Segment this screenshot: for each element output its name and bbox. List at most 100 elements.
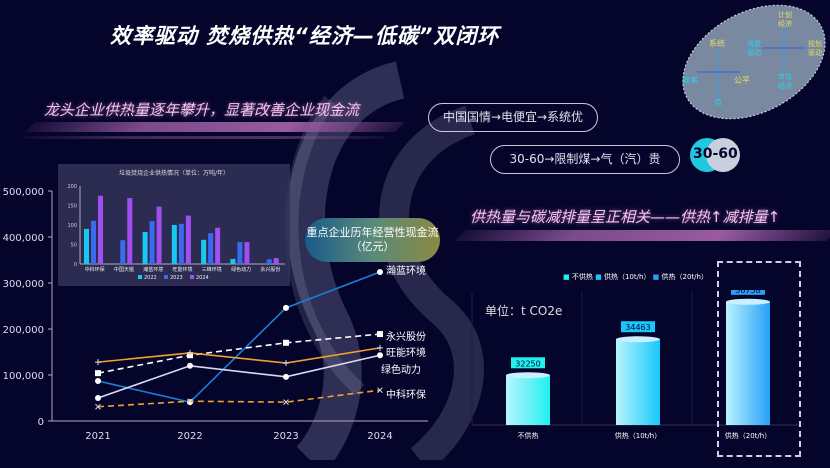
series-label: 中科环保 (386, 388, 426, 401)
series-label: 绿色动力 (381, 363, 421, 376)
heading-band (22, 136, 386, 139)
inset-bar (230, 258, 236, 264)
x-tick-label: 2022 (177, 431, 202, 442)
data-point (187, 349, 193, 356)
y-tick-label: 300,000 (3, 279, 44, 290)
series-label: 永兴股份 (386, 330, 426, 343)
heat-supply-inset: 垃圾焚烧企业供热情况（单位：万吨/年） 0 50 100 150 200 中科环保 中国天楹… (58, 164, 290, 286)
series-line-中科环保 (97, 389, 381, 408)
cylinder-top (506, 372, 550, 379)
inset-y-tick: 200 (67, 184, 77, 190)
inset-bar (178, 223, 184, 264)
inset-bar (201, 239, 207, 264)
inset-x-label: 永兴股份 (260, 266, 280, 273)
carbon-cylinder-chart: 32250 不供热 34463 供热（10t/h） 36758 供热（20t/h） (471, 290, 800, 440)
data-point (283, 304, 289, 311)
page-title: 效率驱动 焚烧供热“经济—低碳”双闭环 (110, 24, 500, 48)
data-point (95, 377, 101, 384)
series-line-绿色动力 (97, 354, 381, 399)
series-line-永兴股份 (97, 333, 381, 374)
category-label: 不供热 (518, 431, 539, 440)
inset-x-label: 瀚蓝环境 (143, 266, 163, 273)
inset-x-label: 旺能环境 (172, 266, 192, 273)
series-label: 旺能环境 (386, 346, 426, 359)
inset-bar (244, 242, 250, 264)
data-point (95, 370, 101, 377)
inset-legend-swatch (138, 275, 142, 279)
category-label: 供热（20t/h） (725, 431, 771, 440)
value-label: 32250 (515, 359, 540, 368)
data-point (283, 339, 289, 346)
series-line-瀚蓝环境 (97, 271, 381, 404)
y-tick-label: 100,000 (3, 371, 44, 382)
y-tick-label: 400,000 (3, 233, 44, 244)
inset-bar (273, 258, 279, 264)
inset-bar (208, 233, 214, 264)
data-point (95, 403, 101, 410)
series-label: 瀚蓝环境 (386, 264, 426, 277)
inset-bar (84, 228, 89, 264)
inset-bar (120, 240, 126, 264)
economy-diagram (682, 4, 826, 120)
inset-title: 垃圾焚烧企业供热情况（单位：万吨/年） (118, 170, 230, 177)
x-tick-label: 2023 (273, 431, 298, 442)
value-badge (511, 357, 545, 369)
section-heading-right: 供热量与碳减排量呈正相关——供热↑减排量↑ (470, 208, 781, 226)
inset-bar (171, 225, 177, 264)
data-point (377, 344, 383, 351)
cylinder-bar (616, 339, 660, 425)
diagram-label: 计划经济 (778, 11, 792, 28)
value-label: 34463 (625, 323, 650, 332)
legend-item: 供热（20t/h） (661, 273, 708, 281)
value-label: 36758 (735, 290, 760, 295)
y-tick-label: 500,000 (3, 187, 44, 198)
legend-item: 不供热 (571, 273, 593, 281)
inset-bar (149, 221, 155, 264)
diagram-label: 市场经济 (778, 73, 792, 90)
diagram-label: 效率 (682, 76, 698, 85)
pill-china-condition: 中国国情→电便宜→系统优 (428, 103, 598, 132)
y-tick-label: 200,000 (3, 325, 44, 336)
data-point (377, 352, 383, 359)
x-tick-label: 2024 (367, 431, 392, 442)
category-label: 供热（10t/h） (615, 431, 661, 440)
data-point (377, 387, 383, 394)
data-point (187, 398, 193, 405)
diagram-label: 规划驱动 (808, 40, 822, 57)
badge-30-60: 30-60 (690, 138, 740, 174)
inset-y-tick: 0 (74, 262, 77, 268)
value-badge (621, 321, 655, 333)
inset-legend-label: 2023 (170, 275, 183, 281)
badge-text: 30-60 (693, 146, 738, 162)
cylinder-top (726, 298, 770, 305)
inset-bar (142, 232, 148, 264)
inset-bar (98, 195, 103, 264)
inset-x-label: 绿色动力 (231, 266, 251, 273)
heading-band (454, 230, 830, 241)
cylinder-bar (506, 375, 550, 425)
diagram-label: 消费驱动 (747, 40, 761, 57)
series-line-旺能环境 (97, 347, 381, 364)
inset-x-label: 三峰环境 (202, 266, 222, 273)
inset-y-tick: 150 (67, 204, 77, 210)
inset-bar (215, 227, 221, 264)
data-point (95, 395, 101, 401)
inset-bar (266, 259, 272, 264)
data-point (283, 360, 289, 367)
y-tick-label: 0 (38, 417, 44, 428)
inset-bar (237, 242, 243, 264)
legend-item: 供热（10t/h） (603, 273, 651, 281)
inset-legend-label: 2022 (144, 275, 157, 281)
diagram-label: 点 (714, 98, 722, 107)
data-point (283, 399, 289, 405)
inset-y-tick: 50 (71, 243, 77, 249)
data-point (95, 359, 101, 366)
data-point (377, 331, 383, 338)
line-chart-title: 重点企业历年经营性现金流（亿元） (305, 218, 440, 262)
highlight-box (717, 261, 801, 457)
cylinder-top (616, 336, 660, 343)
inset-legend-swatch (190, 275, 194, 279)
inset-x-label: 中科环保 (85, 266, 105, 273)
data-point (187, 362, 193, 369)
inset-bar (185, 215, 191, 264)
